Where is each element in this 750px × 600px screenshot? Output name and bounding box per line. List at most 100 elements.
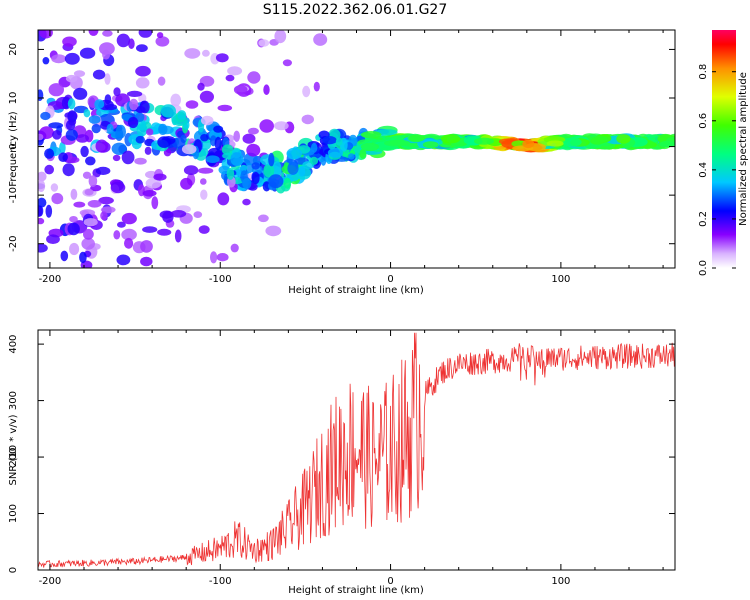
spectrogram-point: [313, 81, 320, 92]
spectrogram-point: [110, 181, 126, 194]
spectrogram-point: [81, 237, 95, 250]
spectrogram-point: [146, 128, 154, 136]
spectrogram-point: [124, 237, 134, 249]
spectrogram-point: [138, 30, 153, 38]
spectrogram-point: [48, 83, 64, 97]
spectrogram-point: [561, 137, 582, 147]
spectrogram-point: [39, 30, 53, 39]
spectrogram-point: [322, 136, 337, 145]
spectrogram-point: [226, 167, 235, 180]
spectrogram-point: [242, 133, 256, 144]
spectrogram-point: [64, 52, 80, 65]
snr-frame: [37, 329, 676, 571]
spectrogram-point: [616, 134, 631, 144]
spectrogram-point: [135, 65, 151, 77]
spectrogram-point: [153, 173, 167, 181]
spectrogram-point: [98, 196, 114, 205]
spectrogram-point: [200, 134, 209, 142]
spectrogram-point: [126, 90, 143, 97]
spectrogram-point: [163, 148, 172, 157]
spectrogram-point: [158, 123, 168, 135]
colorbar: 0.0 0.2 0.4 0.6 0.8 Normalized spectral ampl…: [698, 30, 749, 276]
spectrogram-point: [440, 134, 461, 144]
spectrogram-point: [104, 94, 112, 105]
spectrogram-ytick-label: 0: [8, 143, 19, 149]
spectrogram-point: [94, 99, 105, 109]
spectrogram-point: [83, 109, 91, 118]
spectrogram-point: [309, 156, 319, 165]
spectrogram-point: [116, 254, 131, 266]
spectrogram-point: [246, 143, 261, 157]
spectrogram-point: [242, 198, 251, 206]
spectrogram-point: [136, 44, 148, 52]
spectrogram-point: [160, 104, 176, 118]
spectrogram-point: [151, 196, 159, 210]
spectrogram-point: [38, 180, 46, 192]
spectrogram-point: [251, 162, 260, 170]
spectrogram-point: [180, 177, 193, 190]
spectrogram-xtick-label: -100: [209, 274, 232, 285]
spectrogram-point: [263, 84, 270, 95]
spectrogram-point: [121, 212, 137, 225]
spectrogram-point: [136, 123, 148, 137]
colorbar-gradient: [712, 30, 736, 268]
spectrogram-point: [88, 115, 101, 124]
snr-ytick-label: 200: [8, 448, 19, 467]
spectrogram-point: [129, 98, 139, 111]
spectrogram-point: [210, 251, 218, 264]
spectrogram-point: [593, 135, 608, 143]
spectrogram-point: [258, 214, 269, 223]
spectrogram-ytick-label: -10: [8, 187, 19, 203]
spectrogram-point: [199, 90, 214, 103]
spectrogram-point: [46, 234, 60, 244]
spectrogram-point: [360, 142, 379, 152]
spectrogram-point: [227, 66, 243, 76]
colorbar-tick-label: 0.6: [698, 113, 709, 129]
spectrogram-point: [65, 129, 78, 141]
spectrogram-point: [200, 189, 208, 200]
spectrogram-point: [155, 36, 170, 47]
spectrogram-point: [70, 188, 78, 200]
spectrogram-point: [83, 228, 94, 240]
spectrogram-point: [79, 251, 87, 264]
spectrogram-xtick-label: 100: [551, 274, 570, 285]
spectrogram-point: [85, 156, 96, 166]
snr-ytick-label: 300: [8, 391, 19, 410]
spectrogram-ytick-label: 20: [8, 43, 19, 56]
spectrogram-point: [67, 222, 80, 236]
spectrogram-point: [128, 38, 135, 49]
spectrogram-point: [215, 53, 229, 63]
spectrogram-point: [88, 175, 98, 188]
snr-xtick-label: 100: [551, 576, 570, 587]
spectrogram-point: [251, 171, 260, 185]
spectrogram-point: [474, 137, 494, 145]
spectrogram-point: [263, 163, 275, 178]
spectrogram-point: [134, 157, 147, 165]
spectrogram-point: [38, 171, 47, 182]
spectrogram-point: [202, 148, 209, 157]
spectrogram-ylabel: Frequency (Hz): [8, 111, 19, 187]
spectrogram-point: [102, 30, 113, 37]
spectrogram-point: [202, 49, 210, 57]
spectrogram-point: [197, 167, 214, 174]
spectrogram-point: [83, 218, 98, 227]
spectrogram-point: [230, 243, 239, 253]
spectrogram-point: [88, 30, 99, 36]
spectrogram-point: [58, 152, 68, 162]
spectrogram-point: [247, 71, 261, 84]
spectrogram-point: [157, 76, 166, 86]
spectrogram-point: [145, 177, 162, 189]
spectrogram-point: [205, 155, 220, 163]
spectrogram-point: [95, 139, 109, 153]
spectrogram-point: [79, 47, 96, 59]
spectrogram-point: [156, 32, 164, 39]
spectrogram-point: [87, 200, 102, 208]
colorbar-axis: 0.0 0.2 0.4 0.6 0.8: [698, 64, 736, 276]
colorbar-tick-label: 0.0: [698, 260, 709, 276]
spectrogram-point: [100, 211, 108, 221]
spectrogram-point: [200, 115, 214, 126]
spectrogram-point: [60, 250, 69, 262]
spectrogram-point: [216, 253, 229, 262]
